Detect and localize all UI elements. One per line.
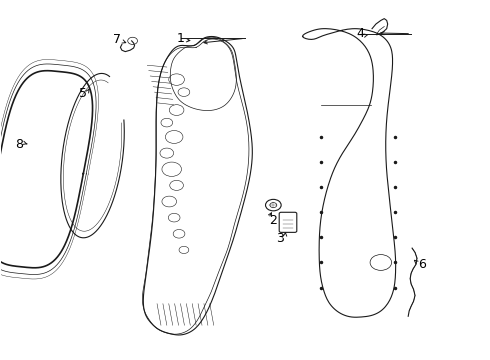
Text: 7: 7 [113,33,121,46]
Text: 6: 6 [418,258,426,271]
Text: 8: 8 [15,138,23,151]
Text: 4: 4 [356,27,364,40]
Text: 5: 5 [79,87,87,100]
Text: 2: 2 [270,214,277,227]
Text: 3: 3 [276,231,284,244]
Text: 1: 1 [176,32,184,45]
